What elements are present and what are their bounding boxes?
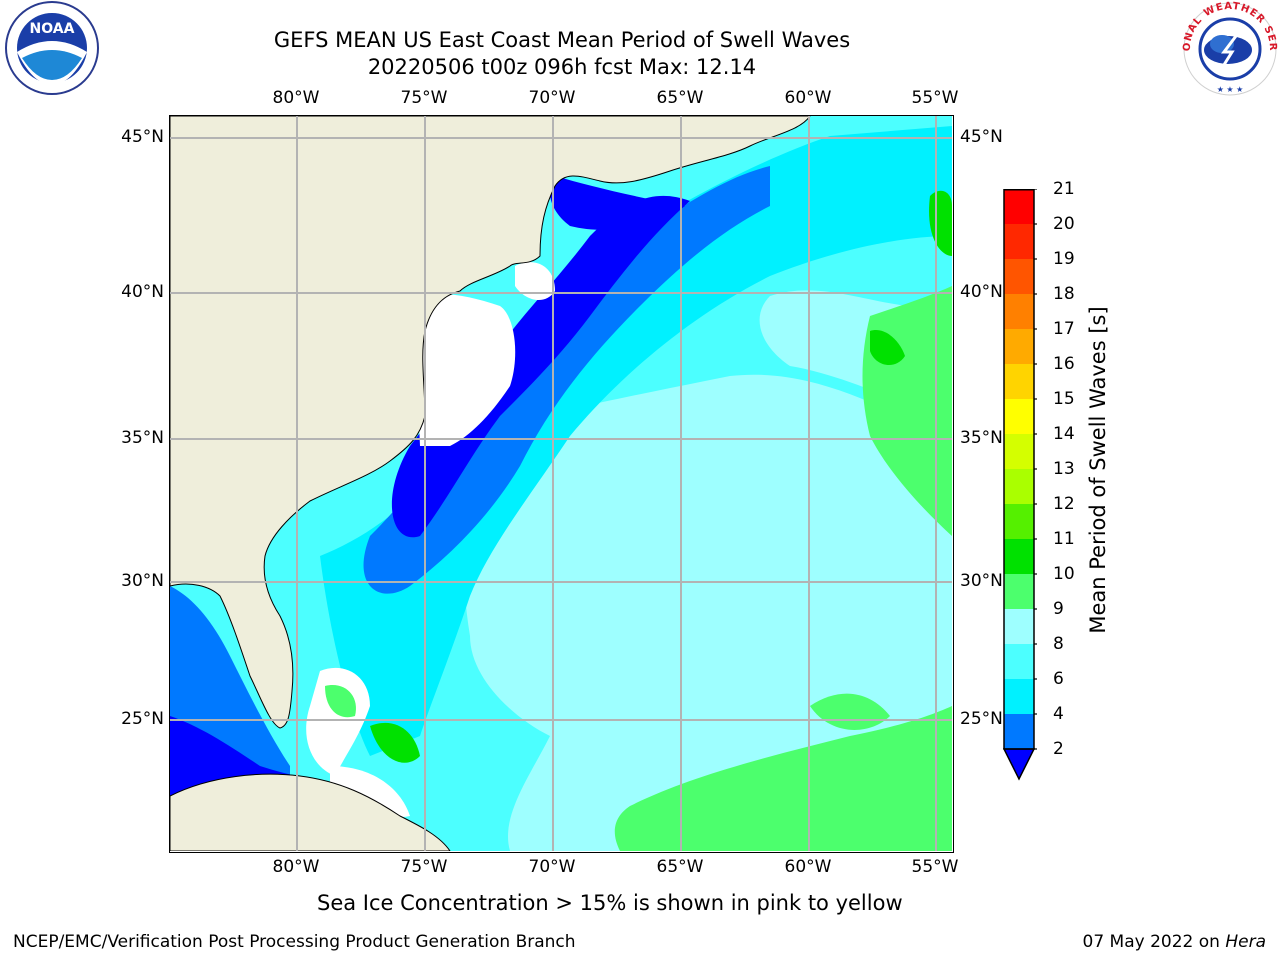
lon-label-bottom-70w: 70°W — [528, 857, 576, 877]
date-credit: 07 May 2022 on Hera — [1083, 932, 1267, 952]
colorbar-segment — [1004, 224, 1034, 259]
colorbar-tick-label: 21 — [1053, 179, 1075, 199]
colorbar-segment — [1004, 574, 1034, 609]
colorbar-tick-label: 19 — [1053, 249, 1075, 269]
host-name: Hera — [1225, 932, 1266, 952]
colorbar-segment — [1004, 679, 1034, 714]
graticule — [170, 116, 952, 851]
lon-label-bottom-55w: 55°W — [911, 857, 959, 877]
lon-label-top-75w: 75°W — [400, 88, 448, 108]
blue-zone — [363, 166, 770, 594]
colorbar — [1002, 188, 1038, 788]
colorbar-segment — [1004, 609, 1034, 644]
colorbar-segment — [1004, 434, 1034, 469]
colorbar-tick-label: 12 — [1053, 494, 1075, 514]
lat-label-right-40n: 40°N — [960, 282, 1003, 302]
colorbar-segment — [1004, 364, 1034, 399]
green-patch-se — [614, 706, 952, 851]
pale-cyan-zone — [462, 374, 952, 851]
lon-label-bottom-80w: 80°W — [272, 857, 320, 877]
forecast-subtitle: 20220506 t00z 096h fcst Max: 12.14 — [367, 55, 757, 79]
nodata-coast — [418, 294, 516, 446]
nodata-ny — [515, 262, 555, 301]
colorbar-tick-label: 18 — [1053, 284, 1075, 304]
colorbar-tick-label: 14 — [1053, 424, 1075, 444]
lat-label-right-45n: 45°N — [960, 127, 1003, 147]
deep-blue-north — [550, 176, 685, 230]
lon-label-bottom-65w: 65°W — [656, 857, 704, 877]
colorbar-tick-label: 8 — [1053, 634, 1064, 654]
lat-label-right-30n: 30°N — [960, 571, 1003, 591]
colorbar-segment — [1004, 469, 1034, 504]
colorbar-segment — [1004, 504, 1034, 539]
colorbar-tick-label: 17 — [1053, 319, 1075, 339]
colorbar-tick-label: 13 — [1053, 459, 1075, 479]
noaa-logo: NOAA — [0, 0, 110, 104]
bright-green-east — [870, 330, 905, 366]
lon-label-top-80w: 80°W — [272, 88, 320, 108]
bahamas-green — [325, 685, 356, 718]
lat-label-right-25n: 25°N — [960, 709, 1003, 729]
noaa-logo-text: NOAA — [30, 21, 75, 37]
nws-logo: NATIONAL WEATHER SERVICE ★ ★ ★ — [1173, 0, 1280, 104]
colorbar-segment — [1004, 539, 1034, 574]
colorbar-segment — [1004, 189, 1034, 224]
colorbar-tick-label: 9 — [1053, 599, 1064, 619]
bahamas-bright-green — [370, 722, 420, 763]
lon-label-bottom-75w: 75°W — [400, 857, 448, 877]
colorbar-tick-label: 6 — [1053, 669, 1064, 689]
colorbar-segment — [1004, 259, 1034, 294]
colorbar-tick-label: 16 — [1053, 354, 1075, 374]
colorbar-segment — [1004, 329, 1034, 364]
lat-label-left-25n: 25°N — [121, 709, 164, 729]
lon-label-top-55w: 55°W — [911, 88, 959, 108]
land-cuba — [170, 773, 451, 851]
swell-period-map — [169, 115, 954, 853]
lat-label-left-30n: 30°N — [121, 571, 164, 591]
colorbar-tick-label: 20 — [1053, 214, 1075, 234]
lon-label-top-65w: 65°W — [656, 88, 704, 108]
svg-text:★ ★ ★: ★ ★ ★ — [1217, 85, 1244, 94]
colorbar-segment — [1004, 644, 1034, 679]
sea-ice-note: Sea Ice Concentration > 15% is shown in … — [317, 891, 903, 915]
page-title: GEFS MEAN US East Coast Mean Period of S… — [273, 28, 851, 52]
credit-text: NCEP/EMC/Verification Post Processing Pr… — [13, 932, 576, 952]
date-text: 07 May 2022 on — [1082, 932, 1226, 952]
colorbar-label: Mean Period of Swell Waves [s] — [1086, 306, 1110, 634]
colorbar-tick-label: 15 — [1053, 389, 1075, 409]
lon-label-top-70w: 70°W — [528, 88, 576, 108]
colorbar-extend-triangle — [1002, 748, 1036, 781]
lat-label-left-35n: 35°N — [121, 428, 164, 448]
lat-label-left-40n: 40°N — [121, 282, 164, 302]
bahamas-nodata — [306, 667, 370, 776]
lat-label-right-35n: 35°N — [960, 428, 1003, 448]
cuba-nodata — [330, 766, 410, 817]
lon-label-top-60w: 60°W — [784, 88, 832, 108]
deep-blue-zone — [391, 195, 690, 538]
lon-label-bottom-60w: 60°W — [784, 857, 832, 877]
colorbar-segment — [1004, 714, 1034, 749]
bright-green-ne — [929, 190, 952, 256]
colorbar-segment — [1004, 399, 1034, 434]
colorbar-segment — [1004, 294, 1034, 329]
colorbar-tick-label: 11 — [1053, 529, 1075, 549]
colorbar-tick-label: 2 — [1053, 739, 1064, 759]
colorbar-tick-label: 4 — [1053, 704, 1064, 724]
lat-label-left-45n: 45°N — [121, 127, 164, 147]
colorbar-tick-label: 10 — [1053, 564, 1075, 584]
